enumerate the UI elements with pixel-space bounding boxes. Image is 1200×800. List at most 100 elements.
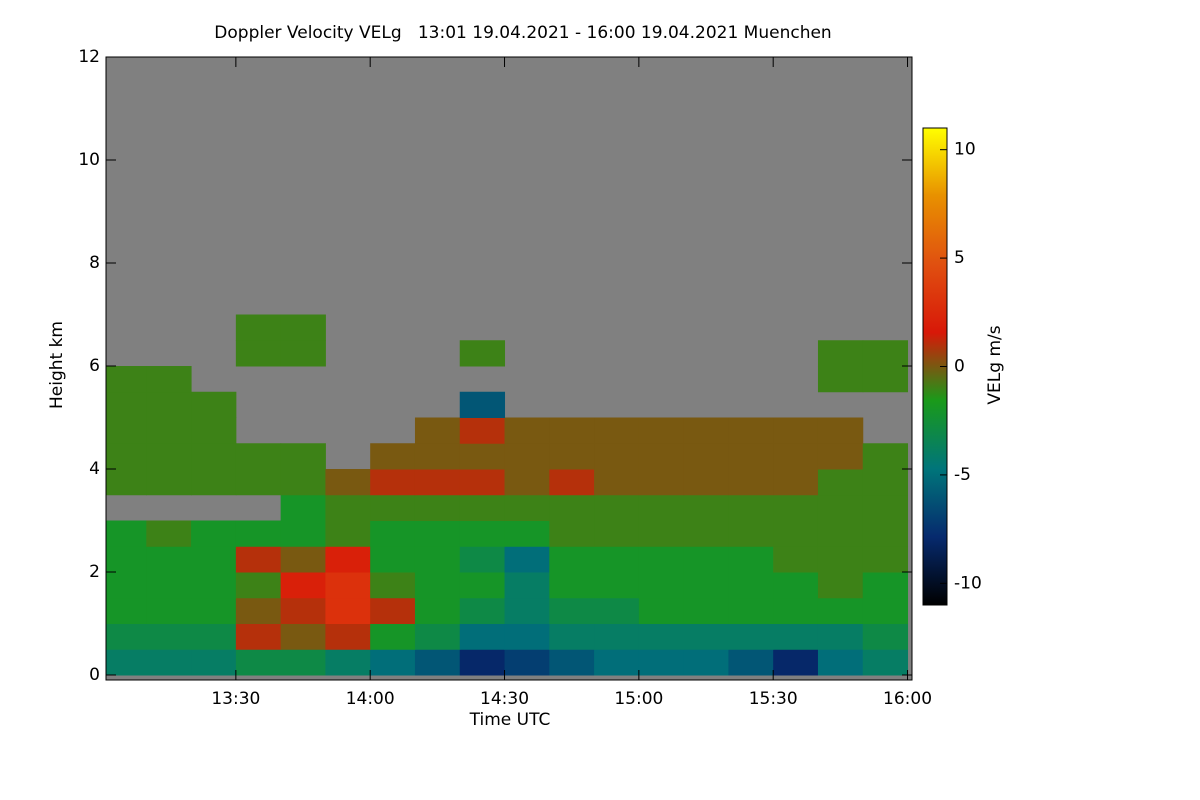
- heatmap-cell: [594, 469, 640, 496]
- heatmap-cell: [459, 546, 506, 573]
- heatmap-cell: [459, 340, 506, 367]
- heatmap-cell: [817, 366, 864, 393]
- heatmap-cell: [862, 546, 909, 573]
- heatmap-cell: [280, 469, 326, 496]
- heatmap-cell: [683, 494, 729, 521]
- heatmap-cell: [235, 469, 282, 496]
- heatmap-cell: [683, 649, 729, 676]
- heatmap-cell: [638, 494, 685, 521]
- heatmap-cell: [638, 469, 685, 496]
- heatmap-cell: [370, 443, 416, 470]
- heatmap-cell: [683, 546, 729, 573]
- heatmap-cell: [504, 546, 550, 573]
- heatmap-cell: [106, 546, 147, 573]
- heatmap-cell: [549, 494, 595, 521]
- heatmap-cell: [370, 623, 416, 650]
- heatmap-cell: [817, 623, 864, 650]
- heatmap-cell: [773, 520, 819, 547]
- heatmap-cell: [862, 520, 909, 547]
- heatmap-cell: [325, 469, 371, 496]
- heatmap-cell: [459, 623, 506, 650]
- heatmap-cell: [549, 443, 595, 470]
- heatmap-cell: [728, 597, 774, 624]
- heatmap-cell: [459, 494, 506, 521]
- heatmap-cell: [728, 469, 774, 496]
- heatmap-cell: [773, 623, 819, 650]
- heatmap-cell: [728, 494, 774, 521]
- y-tick-label: 8: [89, 253, 100, 273]
- heatmap-cell: [414, 469, 461, 496]
- heatmap-cell: [106, 469, 147, 496]
- heatmap-cell: [549, 417, 595, 444]
- heatmap-cell: [683, 623, 729, 650]
- heatmap-cell: [280, 314, 326, 341]
- heatmap-cell: [549, 597, 595, 624]
- x-tick-label: 16:00: [883, 689, 932, 709]
- x-tick-label: 14:30: [480, 689, 529, 709]
- heatmap-cell: [594, 572, 640, 599]
- heatmap-cell: [146, 366, 192, 393]
- heatmap-cell: [191, 391, 237, 418]
- heatmap-cell: [280, 340, 326, 367]
- heatmap-cell: [504, 494, 550, 521]
- heatmap-cell: [325, 597, 371, 624]
- heatmap-cell: [638, 417, 685, 444]
- heatmap-cell: [191, 546, 237, 573]
- heatmap-cell: [773, 649, 819, 676]
- heatmap-cell: [773, 597, 819, 624]
- heatmap-cell: [773, 443, 819, 470]
- chart-title: Doppler Velocity VELg 13:01 19.04.2021 -…: [214, 23, 831, 43]
- heatmap-cell: [370, 546, 416, 573]
- heatmap-cell: [549, 572, 595, 599]
- heatmap-cell: [638, 546, 685, 573]
- heatmap-cell: [370, 469, 416, 496]
- heatmap-cell: [146, 572, 192, 599]
- heatmap-cell: [106, 572, 147, 599]
- x-tick-label: 13:30: [211, 689, 260, 709]
- heatmap-cell: [106, 417, 147, 444]
- heatmap-cell: [817, 649, 864, 676]
- heatmap-cell: [594, 546, 640, 573]
- y-tick-label: 12: [78, 47, 100, 67]
- heatmap-cell: [459, 597, 506, 624]
- heatmap-cell: [235, 314, 282, 341]
- colorbar-tick-label: 0: [954, 357, 965, 377]
- heatmap-cell: [146, 520, 192, 547]
- heatmap-cell: [280, 623, 326, 650]
- heatmap-cell: [817, 520, 864, 547]
- heatmap-cell: [459, 520, 506, 547]
- heatmap-cell: [728, 649, 774, 676]
- heatmap-cell: [370, 597, 416, 624]
- heatmap-cell: [504, 520, 550, 547]
- heatmap-cell: [683, 520, 729, 547]
- heatmap-cell: [862, 340, 909, 367]
- heatmap-cell: [549, 623, 595, 650]
- heatmap-cell: [235, 520, 282, 547]
- heatmap-cell: [683, 597, 729, 624]
- heatmap-cell: [106, 366, 147, 393]
- heatmap-cell: [146, 649, 192, 676]
- heatmap-cell: [235, 597, 282, 624]
- heatmap-cell: [235, 572, 282, 599]
- heatmap-cell: [280, 494, 326, 521]
- heatmap-cell: [191, 417, 237, 444]
- colorbar-tick-label: -5: [954, 465, 971, 485]
- heatmap-cell: [280, 443, 326, 470]
- heatmap-cell: [728, 546, 774, 573]
- heatmap-cell: [504, 443, 550, 470]
- heatmap-cell: [862, 649, 909, 676]
- heatmap-cell: [106, 443, 147, 470]
- heatmap-cell: [817, 340, 864, 367]
- heatmap-cell: [459, 417, 506, 444]
- heatmap-cell: [594, 623, 640, 650]
- heatmap-cell: [146, 417, 192, 444]
- heatmap-cell: [728, 572, 774, 599]
- x-axis-label: Time UTC: [469, 710, 551, 730]
- heatmap-cell: [728, 520, 774, 547]
- heatmap-cell: [191, 572, 237, 599]
- heatmap-cell: [683, 469, 729, 496]
- heatmap-cell: [235, 340, 282, 367]
- heatmap-cell: [280, 520, 326, 547]
- heatmap-cell: [817, 597, 864, 624]
